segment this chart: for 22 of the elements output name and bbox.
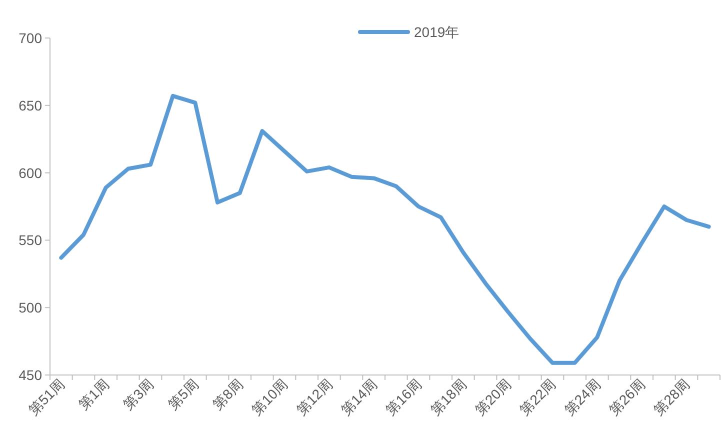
y-tick-label: 600 [18,164,42,181]
x-tick-label: 第12周 [293,376,336,418]
x-tick-label: 第1周 [75,376,112,412]
x-tick-label: 第28周 [650,376,693,418]
x-tick-label: 第14周 [338,376,380,418]
x-tick-label: 第22周 [516,376,559,418]
y-tick-label: 550 [18,232,42,248]
y-tick-label: 700 [18,30,42,46]
x-tick-label: 第10周 [248,376,291,418]
x-tick-label: 第18周 [427,376,470,418]
line-series [59,94,711,365]
x-tick-label: 第20周 [472,376,514,418]
legend-label: 2019年 [414,24,460,40]
x-tick-label: 第3周 [120,376,157,412]
x-tick-label: 第26周 [606,376,648,418]
x-tick-label: 第5周 [164,376,202,412]
y-tick-label: 650 [18,97,42,114]
y-tick-label: 450 [18,367,42,383]
x-tick-label: 第16周 [382,376,425,418]
x-tick-label: 第8周 [209,376,246,412]
x-tick-label: 第24周 [561,376,604,418]
y-tick-label: 500 [18,300,42,316]
